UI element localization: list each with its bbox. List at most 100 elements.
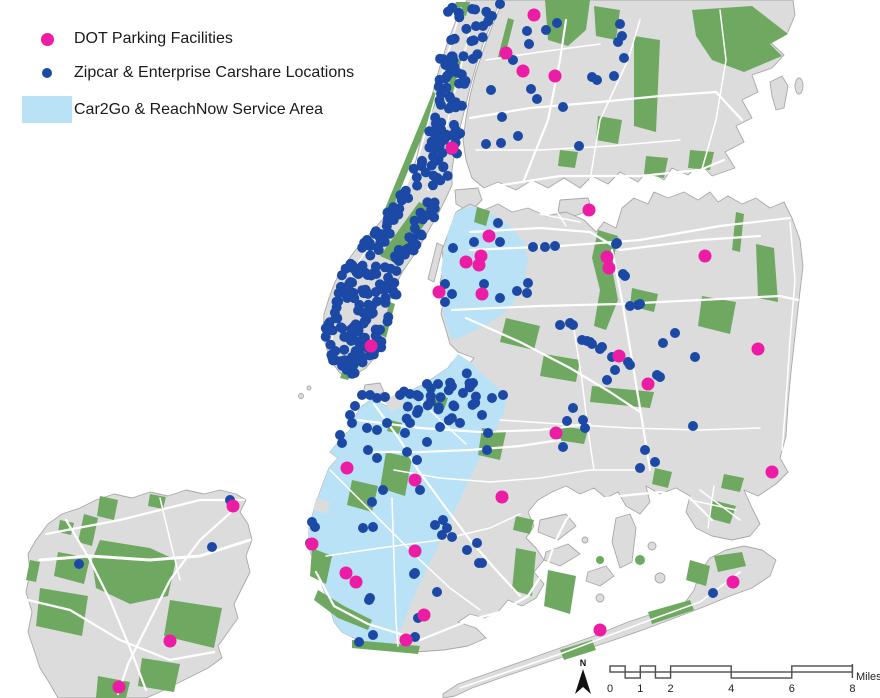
- carshare-location-dot: [479, 279, 489, 289]
- carshare-location-dot: [428, 170, 439, 181]
- carshare-location-dot: [421, 210, 432, 221]
- carshare-location-dot: [336, 356, 347, 367]
- carshare-location-dot: [365, 250, 376, 261]
- legend-label-carshare: Zipcar & Enterprise Carshare Locations: [74, 64, 355, 81]
- dyker-park: [310, 548, 332, 584]
- great-kills-park: [164, 600, 222, 648]
- carshare-location-dot: [619, 53, 629, 63]
- service-area-swatch-icon: [22, 96, 72, 123]
- jamaica-bay-island: [543, 543, 581, 567]
- dot-parking-facility-dot: [408, 473, 422, 487]
- carshare-location-dot: [493, 218, 503, 228]
- jamaica-bay-islet: [595, 593, 605, 603]
- si-cross-road: [159, 497, 181, 581]
- carshare-location-dot: [372, 296, 382, 307]
- scale-bar-segment: [609, 665, 626, 673]
- parking-dot-icon: [40, 32, 54, 46]
- scale-bar-tick-label: 4: [728, 683, 734, 695]
- carshare-location-dot: [400, 428, 410, 438]
- canarsie-park: [513, 516, 534, 534]
- carshare-location-dot: [428, 151, 439, 162]
- scale-bar-tick-label: 8: [849, 683, 855, 695]
- carshare-location-dot: [348, 287, 359, 298]
- riverside-park: [384, 92, 439, 215]
- dot-parking-facility-dot: [349, 575, 363, 589]
- carshare-location-dot: [482, 445, 492, 455]
- queens-blvd: [464, 316, 642, 414]
- scale-bar-segment: [654, 671, 672, 679]
- scale-bar: 0 1 2 4 6 8 Miles: [607, 664, 880, 695]
- carshare-location-dot: [375, 336, 386, 347]
- carshare-location-dot: [481, 139, 491, 149]
- carshare-location-dot: [362, 235, 372, 245]
- jamaica-bay-islet: [581, 536, 589, 544]
- carshare-location-dot: [670, 328, 680, 338]
- carshare-location-dot: [345, 410, 355, 420]
- cross-island-pkwy: [781, 221, 796, 451]
- legend: DOT Parking Facilities Zipcar & Enterpri…: [20, 28, 354, 135]
- carshare-location-dot: [555, 320, 565, 330]
- carshare-location-dot: [441, 82, 452, 93]
- carshare-location-dot: [461, 23, 472, 34]
- carshare-location-dot: [450, 102, 461, 113]
- carshare-location-dot: [483, 16, 494, 27]
- dot-parking-facility-dot: [499, 46, 513, 60]
- carshare-location-dot: [417, 155, 427, 166]
- bruckner-expwy: [494, 158, 726, 188]
- carshare-location-dot: [541, 25, 551, 35]
- scale-bar-segment: [730, 671, 793, 679]
- carshare-location-dot: [384, 228, 395, 239]
- carshare-location-dot: [382, 418, 392, 428]
- st-marys-park: [558, 150, 578, 168]
- floyd-bennett-field-green: [544, 570, 576, 614]
- carshare-location-dot: [424, 126, 435, 137]
- carshare-location-dot: [404, 232, 415, 243]
- carshare-location-dot: [462, 545, 472, 555]
- soundview-park: [644, 156, 668, 178]
- hillside-ave: [499, 419, 761, 431]
- flatbush-ave: [372, 402, 522, 598]
- carshare-location-dot: [380, 297, 391, 308]
- jamaica-bay-islet: [654, 572, 666, 584]
- dot-parking-facility-dot: [482, 229, 496, 243]
- carshare-location-dot: [440, 297, 450, 307]
- carshare-location-dot: [434, 140, 445, 151]
- dot-parking-facilities-layer: [112, 8, 779, 694]
- dot-parking-facility-dot: [417, 608, 431, 622]
- carshare-location-dot: [448, 243, 458, 253]
- carshare-location-dot: [336, 270, 347, 281]
- carshare-location-dot: [410, 632, 420, 642]
- alley-pond-park: [756, 244, 778, 302]
- carshare-location-dot: [495, 237, 505, 247]
- carshare-location-dot: [467, 4, 478, 14]
- carshare-location-dot: [412, 180, 423, 191]
- carshare-location-dot: [358, 523, 368, 533]
- dot-parking-facility-dot: [305, 537, 319, 551]
- scale-bar-segment: [624, 671, 642, 679]
- carshare-location-dot: [357, 333, 368, 344]
- coney-island-boardwalk-green: [352, 640, 420, 654]
- dot-parking-facility-dot: [163, 634, 177, 648]
- carshare-location-dot: [74, 559, 84, 569]
- carshare-location-dot: [382, 207, 393, 218]
- carshare-location-dot: [433, 81, 444, 92]
- scale-bar-segment: [791, 665, 854, 673]
- rockaway-peninsula: [442, 545, 777, 698]
- carshare-location-dot: [435, 392, 446, 403]
- si-north-road: [44, 498, 246, 536]
- carshare-location-dot: [396, 250, 407, 261]
- jamaica-bay-marsh: [596, 556, 604, 564]
- carshare-location-dot: [568, 403, 578, 413]
- carshare-location-dot: [690, 352, 700, 362]
- carshare-location-dot: [447, 289, 457, 299]
- carshare-location-dot: [422, 197, 433, 208]
- dot-parking-facility-dot: [445, 141, 459, 155]
- dot-parking-facility-dot: [495, 490, 509, 504]
- dot-parking-facility-dot: [339, 566, 353, 580]
- carshare-location-dot: [523, 278, 533, 288]
- pelham-bay-park: [692, 6, 788, 72]
- carshare-location-dot: [425, 383, 436, 394]
- crotona-park: [596, 116, 622, 144]
- dot-parking-facility-dot: [364, 339, 378, 353]
- legend-marker-box: [20, 32, 74, 46]
